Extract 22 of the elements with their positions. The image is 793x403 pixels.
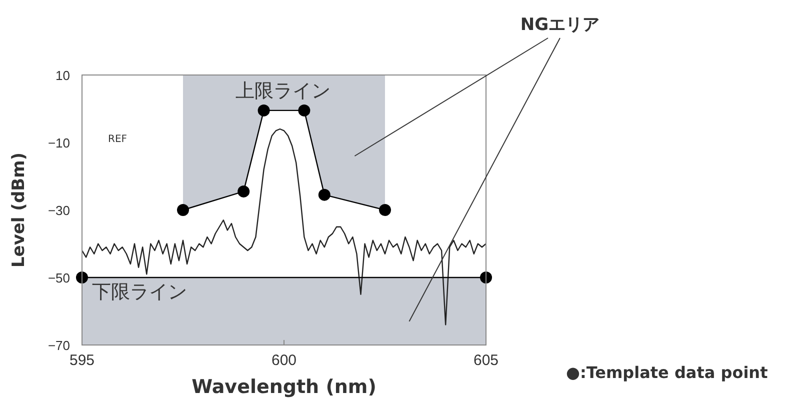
y-tick-label: −50	[48, 270, 70, 286]
text: ●:Template data point	[566, 363, 768, 382]
text: NGエリア	[520, 15, 600, 35]
line-series	[81, 128, 487, 326]
point	[258, 104, 270, 116]
x-tick-label: 605	[473, 352, 499, 369]
y-axis-title: Level (dBm)	[9, 152, 29, 268]
point	[298, 104, 310, 116]
y-tick-label: −30	[48, 203, 70, 218]
x-tick-label: 600	[271, 352, 297, 369]
x-tick-label: 595	[69, 352, 95, 369]
point	[177, 204, 189, 216]
annotation: 下限ライン	[92, 281, 187, 303]
point	[379, 204, 391, 216]
point	[238, 185, 250, 198]
x-axis-title: Wavelength (nm)	[192, 376, 376, 398]
point	[318, 188, 330, 201]
y-tick-label: −10	[48, 136, 70, 150]
annotation: REF	[108, 134, 128, 145]
annotation: 上限ライン	[236, 80, 330, 102]
y-tick-label: −70	[48, 338, 70, 353]
y-tick-label: 10	[56, 68, 70, 83]
